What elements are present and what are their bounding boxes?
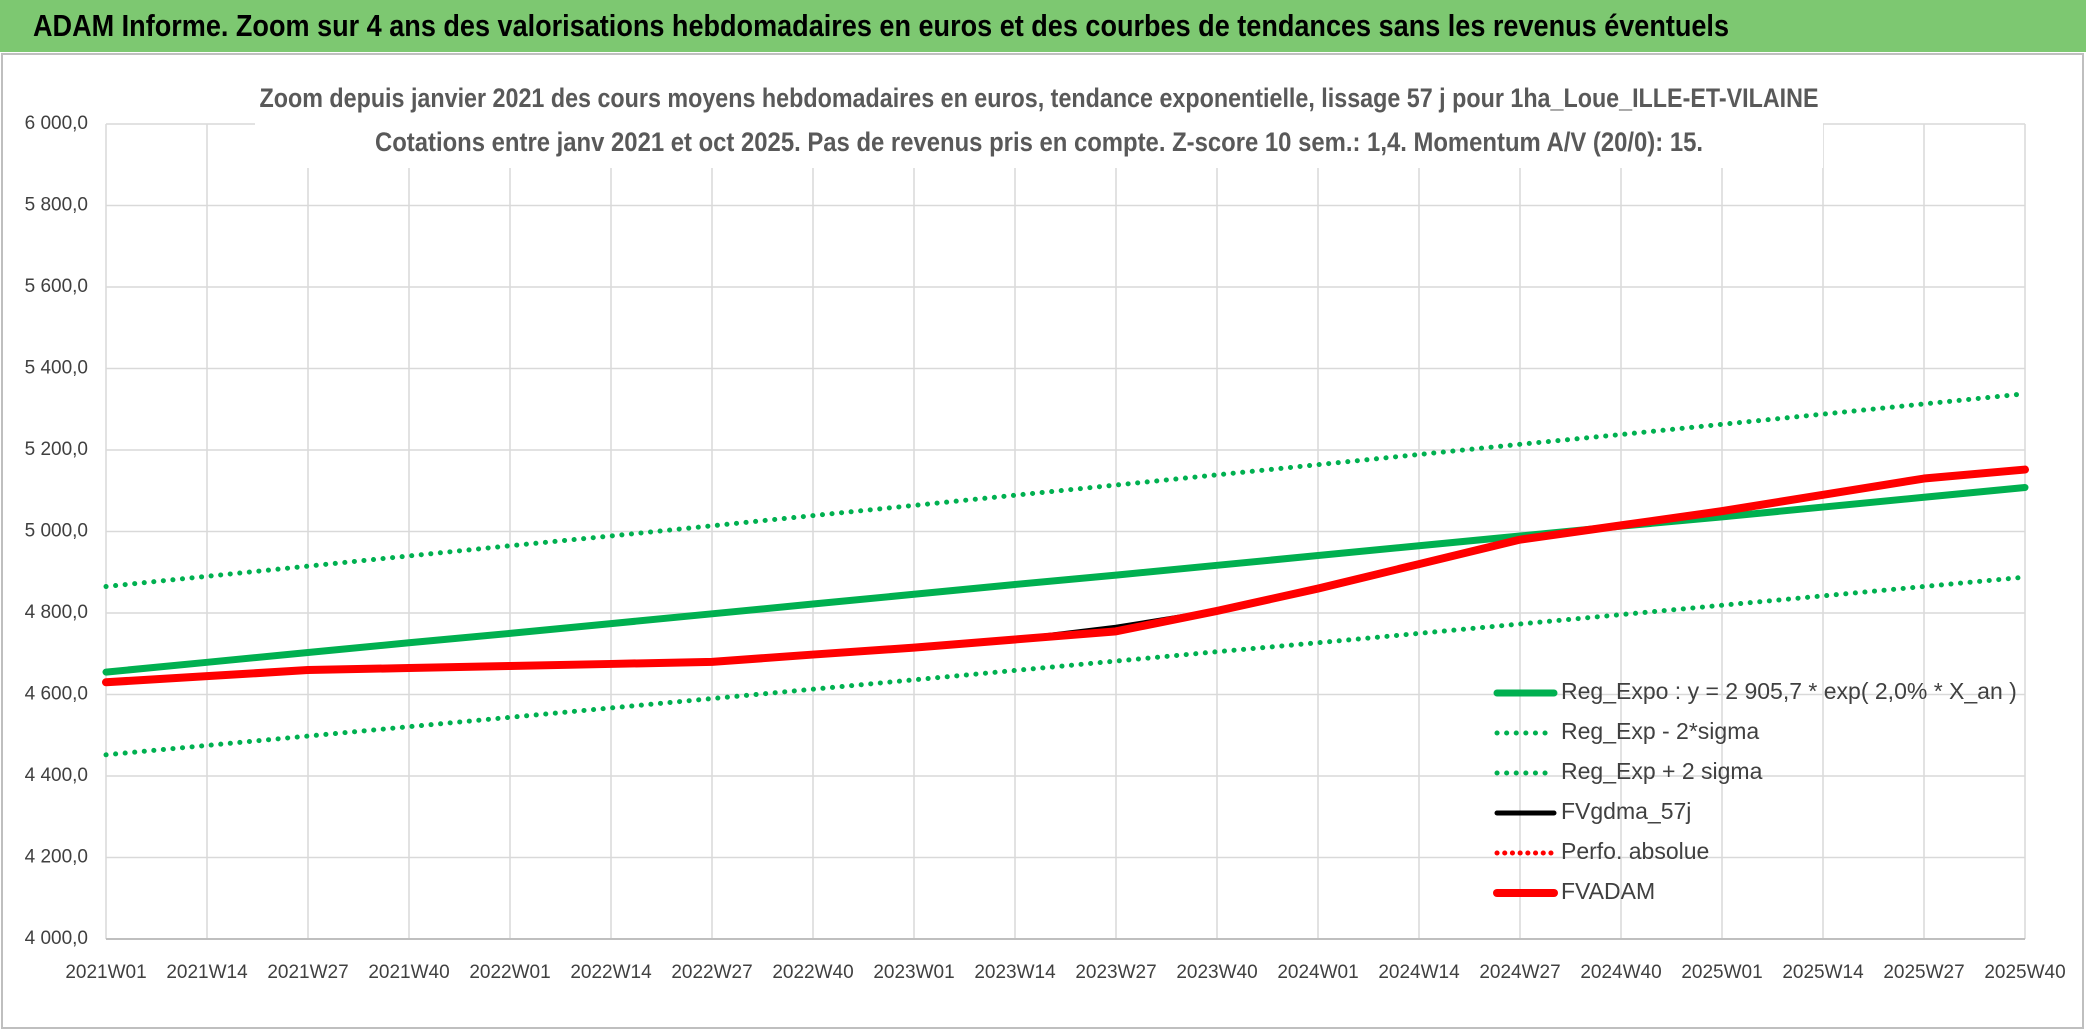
y-tick-label: 4 000,0 bbox=[25, 928, 88, 949]
chart-subtitle: Zoom depuis janvier 2021 des cours moyen… bbox=[260, 83, 1819, 113]
x-tick-label: 2021W27 bbox=[267, 962, 348, 983]
y-tick-label: 5 600,0 bbox=[25, 276, 88, 297]
legend-label: Perfo. absolue bbox=[1561, 838, 1709, 864]
chart-title: ADAM Informe. Zoom sur 4 ans des valoris… bbox=[33, 8, 1729, 43]
y-tick-label: 5 400,0 bbox=[25, 358, 88, 379]
x-tick-label: 2024W14 bbox=[1378, 962, 1460, 983]
x-tick-label: 2025W40 bbox=[1984, 962, 2065, 983]
x-tick-label: 2022W40 bbox=[772, 962, 853, 983]
x-tick-label: 2023W27 bbox=[1075, 962, 1156, 983]
chart-frame bbox=[1, 53, 2084, 1029]
subtitle-background bbox=[255, 80, 1823, 168]
y-tick-label: 4 200,0 bbox=[25, 847, 88, 868]
legend-label: Reg_Exp - 2*sigma bbox=[1561, 718, 1759, 744]
x-tick-label: 2024W27 bbox=[1479, 962, 1560, 983]
legend-label: Reg_Expo : y = 2 905,7 * exp( 2,0% * X_a… bbox=[1561, 678, 2017, 704]
y-tick-label: 4 400,0 bbox=[25, 765, 88, 786]
x-tick-label: 2025W14 bbox=[1782, 962, 1864, 983]
x-tick-label: 2024W01 bbox=[1277, 962, 1358, 983]
x-tick-label: 2023W14 bbox=[974, 962, 1056, 983]
x-tick-label: 2022W01 bbox=[469, 962, 550, 983]
y-tick-label: 4 800,0 bbox=[25, 602, 88, 623]
y-tick-label: 4 600,0 bbox=[25, 684, 88, 705]
series-line bbox=[102, 483, 2029, 676]
x-tick-label: 2021W01 bbox=[65, 962, 146, 983]
y-tick-label: 5 800,0 bbox=[25, 195, 88, 216]
x-tick-label: 2022W14 bbox=[570, 962, 652, 983]
header-bar bbox=[0, 0, 2086, 52]
legend-label: Reg_Exp + 2 sigma bbox=[1561, 758, 1763, 784]
series-line bbox=[102, 465, 2029, 687]
y-tick-label: 5 200,0 bbox=[25, 439, 88, 460]
x-tick-label: 2022W27 bbox=[671, 962, 752, 983]
x-tick-label: 2025W01 bbox=[1681, 962, 1762, 983]
legend-label: FVADAM bbox=[1561, 878, 1655, 904]
x-tick-label: 2023W40 bbox=[1176, 962, 1257, 983]
x-tick-label: 2024W40 bbox=[1580, 962, 1661, 983]
legend-label: FVgdma_57j bbox=[1561, 798, 1691, 824]
y-tick-label: 5 000,0 bbox=[25, 521, 88, 542]
x-tick-label: 2021W14 bbox=[166, 962, 248, 983]
y-tick-label: 6 000,0 bbox=[25, 113, 88, 134]
chart-subtitle: Cotations entre janv 2021 et oct 2025. P… bbox=[375, 127, 1703, 157]
x-tick-label: 2025W27 bbox=[1883, 962, 1964, 983]
x-tick-label: 2023W01 bbox=[873, 962, 954, 983]
x-tick-label: 2021W40 bbox=[368, 962, 449, 983]
